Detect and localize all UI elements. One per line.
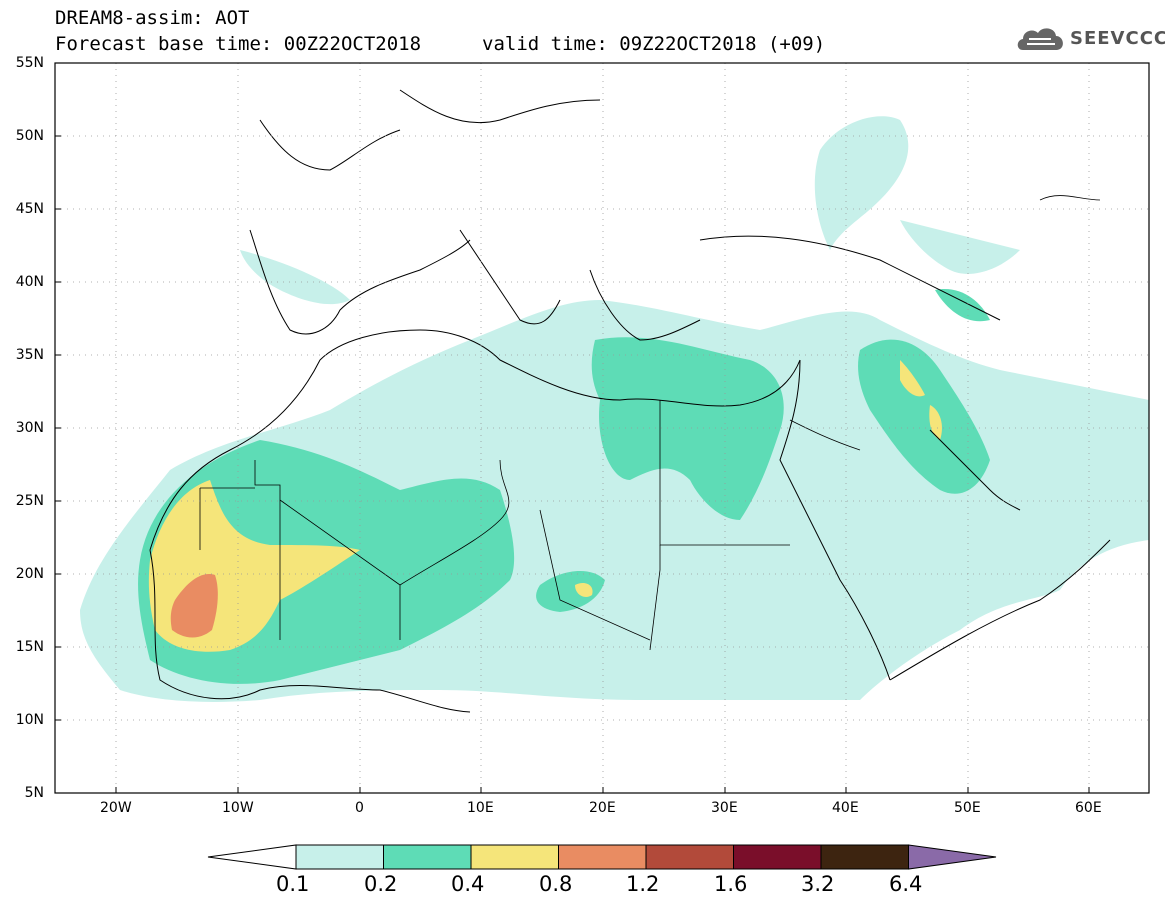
lon-label: 20W: [100, 800, 132, 816]
lat-label: 55N: [15, 55, 44, 71]
colorbar-high-arrow: [908, 844, 997, 870]
lon-label: 10E: [467, 800, 494, 816]
colorbar-label: 0.4: [451, 872, 485, 896]
lat-label: 30N: [15, 420, 44, 436]
colorbar-label: 1.2: [626, 872, 660, 896]
colorbar-swatch: [558, 844, 647, 870]
lon-label: 30E: [711, 800, 738, 816]
colorbar-swatch: [645, 844, 734, 870]
cloud-icon: [1017, 28, 1063, 50]
colorbar-swatch: [295, 844, 384, 870]
seevccc-logo: SEEVCCC: [1015, 22, 1165, 56]
lat-label: 25N: [15, 493, 44, 509]
lon-label: 40E: [832, 800, 859, 816]
lon-label: 0: [355, 800, 364, 816]
lat-label: 10N: [15, 712, 44, 728]
aot-band-0-8: [170, 574, 218, 638]
colorbar-swatch: [820, 844, 909, 870]
coastlines: [149, 89, 1111, 713]
colorbar-label: 0.8: [539, 872, 573, 896]
colorbar-swatch: [470, 844, 559, 870]
lat-label: 50N: [15, 128, 44, 144]
lat-label: 45N: [15, 201, 44, 217]
lat-label: 15N: [15, 639, 44, 655]
lon-label: 50E: [954, 800, 981, 816]
colorbar-label: 0.2: [364, 872, 398, 896]
lat-label: 35N: [15, 347, 44, 363]
lon-label: 20E: [589, 800, 616, 816]
colorbar-label: 3.2: [801, 872, 835, 896]
country-borders: [199, 195, 1101, 651]
product-title: DREAM8-assim: AOT: [55, 7, 250, 29]
colorbar-label: 1.6: [714, 872, 748, 896]
graticule: [55, 63, 1149, 793]
lon-label: 60E: [1075, 800, 1102, 816]
colorbar-swatch: [383, 844, 472, 870]
colorbar: [207, 844, 997, 870]
lon-label: 10W: [222, 800, 254, 816]
colorbar-low-arrow: [207, 844, 297, 870]
colorbar-label: 6.4: [889, 872, 923, 896]
valid-time: valid time: 09Z22OCT2018 (+09): [482, 33, 826, 55]
lat-label: 5N: [24, 785, 44, 801]
lat-label: 20N: [15, 566, 44, 582]
forecast-base-time: Forecast base time: 00Z22OCT2018: [55, 33, 422, 55]
colorbar-swatch: [733, 844, 822, 870]
lat-label: 40N: [15, 274, 44, 290]
logo-text: SEEVCCC: [1070, 28, 1165, 49]
colorbar-label: 0.1: [276, 872, 310, 896]
axis-ticks: [55, 62, 1090, 793]
